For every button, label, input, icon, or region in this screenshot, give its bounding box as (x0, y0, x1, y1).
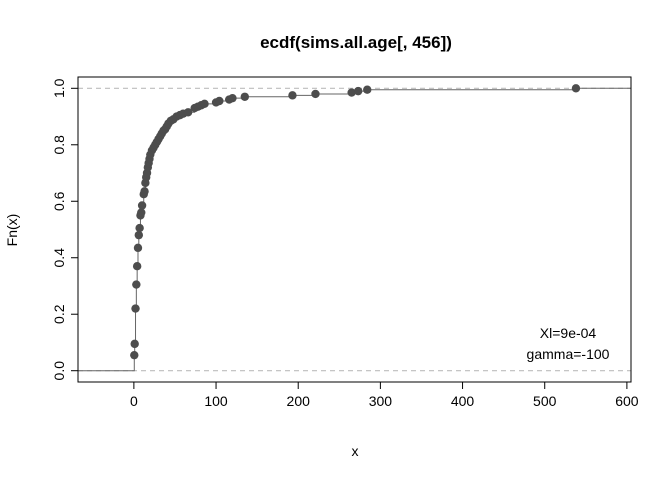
data-point-51 (571, 84, 581, 93)
y-tick-label-5: 1.0 (51, 78, 67, 98)
y-tick-label-1: 0.2 (51, 304, 67, 324)
y-axis-label: Fn(x) (4, 214, 20, 247)
data-point-1 (130, 339, 139, 349)
data-point-44 (228, 93, 237, 103)
data-point-40 (200, 99, 209, 109)
data-point-6 (134, 230, 144, 240)
y-tick-label-2: 0.4 (51, 248, 67, 268)
data-point-0 (130, 350, 139, 360)
data-point-9 (137, 208, 146, 217)
reference-lines (78, 87, 631, 372)
data-point-2 (131, 304, 140, 313)
y-tick-label-4: 0.8 (51, 135, 67, 155)
data-point-12 (140, 187, 149, 196)
x-tick-label-3: 300 (369, 393, 393, 409)
data-point-46 (288, 91, 297, 100)
data-point-47 (311, 89, 320, 99)
data-point-5 (133, 243, 143, 253)
x-axis: 0 100 200 300 400 500 600 (130, 381, 639, 409)
data-point-10 (137, 201, 147, 210)
data-point-36 (183, 108, 193, 117)
data-points (130, 84, 581, 360)
x-tick-label-0: 0 (130, 393, 138, 409)
x-tick-label-5: 500 (533, 393, 557, 409)
data-point-48 (347, 88, 356, 97)
x-tick-label-2: 200 (287, 393, 311, 409)
x-tick-label-4: 400 (451, 393, 475, 409)
data-point-45 (240, 92, 250, 101)
y-axis: 0.0 0.2 0.4 0.6 0.8 1.0 (51, 78, 79, 381)
chart-title: ecdf(sims.all.age[, 456]) (260, 33, 452, 52)
annotation-gamma: gamma=-100 (527, 346, 610, 362)
annotation-xl: Xl=9e-04 (540, 325, 597, 341)
data-point-49 (353, 86, 363, 96)
x-axis-label: x (352, 443, 359, 459)
y-tick-label-0: 0.0 (51, 361, 67, 381)
x-tick-label-1: 100 (204, 393, 228, 409)
data-point-3 (132, 280, 141, 289)
y-tick-label-3: 0.6 (51, 191, 67, 211)
data-point-50 (363, 85, 372, 94)
data-point-7 (135, 223, 144, 233)
data-point-42 (215, 96, 224, 106)
data-point-4 (132, 262, 142, 271)
x-tick-label-6: 600 (615, 393, 639, 409)
